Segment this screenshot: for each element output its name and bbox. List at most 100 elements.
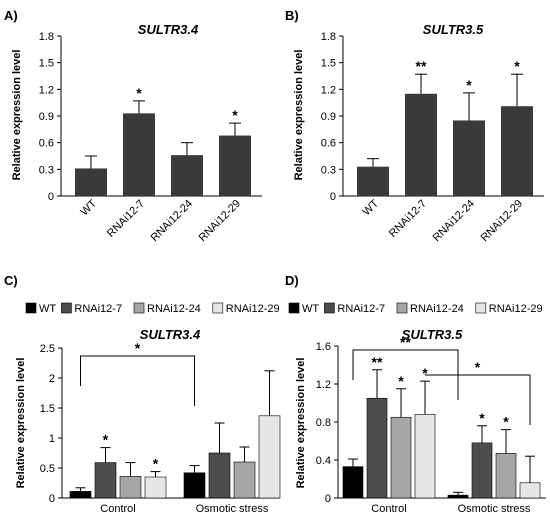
y-tick-label: 0.3 [39, 164, 54, 176]
y-tick-label: 1.2 [316, 379, 331, 391]
legend-swatch [133, 302, 145, 314]
y-tick-label: 1.5 [39, 58, 54, 70]
legend-label: RNAi12-29 [489, 303, 543, 315]
bar [447, 494, 469, 499]
y-tick-label: 2.5 [40, 343, 55, 355]
legend-label: RNAi12-24 [410, 303, 464, 315]
y-tick-label: 0 [49, 493, 55, 505]
comparison-bracket [424, 374, 531, 425]
bar [405, 93, 437, 196]
y-tick-label: 1.2 [39, 84, 54, 96]
legend-label: RNAi12-24 [147, 303, 201, 315]
x-tick-label: RNAi12-24 [431, 198, 478, 245]
legend-swatch [288, 302, 300, 314]
panel-b-label: B) [285, 8, 299, 23]
bar [144, 476, 167, 499]
y-tick-label: 0.9 [321, 111, 336, 123]
x-tick-label: Control [371, 503, 406, 515]
panel-c-label: C) [4, 273, 18, 288]
chart-marks: 00.30.60.91.21.51.8WT*RNAi12-7 RNAi12-24*… [25, 31, 546, 515]
panel-d-title: SULTR3.5 [402, 327, 463, 342]
x-tick-label: RNAi12-24 [149, 198, 196, 245]
y-tick-label: 1.5 [321, 58, 336, 70]
y-tick-label: 1 [49, 433, 55, 445]
legend-swatch [324, 302, 335, 314]
bar [453, 120, 485, 196]
y-tick-label: 0.6 [321, 138, 336, 150]
y-tick-label: 2 [49, 373, 55, 385]
comparison-label: ** [400, 334, 411, 350]
bar [69, 491, 92, 499]
y-tick-label: 1.6 [316, 341, 331, 353]
y-tick-label: 0.4 [316, 455, 331, 467]
x-tick-label: RNAi12-29 [197, 198, 244, 245]
legend-swatch [475, 302, 487, 314]
bar [75, 168, 107, 196]
significance-label: * [136, 85, 142, 101]
significance-label: ** [372, 354, 383, 370]
y-tick-label: 0.8 [316, 417, 331, 429]
significance-label: * [103, 432, 109, 448]
comparison-bracket [80, 355, 195, 406]
bar [171, 155, 203, 196]
x-tick-label: RNAi12-29 [479, 198, 526, 245]
legend-label: RNAi12-7 [74, 303, 122, 315]
significance-label: * [479, 410, 485, 426]
legend-swatch [25, 302, 37, 314]
panel-a-label: A) [4, 8, 18, 23]
bar [501, 106, 533, 196]
x-tick-label: Osmotic stress [196, 503, 269, 515]
significance-label: ** [416, 58, 427, 74]
y-tick-label: 1.8 [321, 31, 336, 43]
bar [414, 414, 436, 499]
bar [495, 453, 517, 499]
significance-label: * [466, 77, 472, 93]
significance-label: * [422, 365, 428, 381]
legend-swatch [61, 302, 72, 314]
bar [471, 442, 493, 499]
y-tick-label: 0.9 [39, 111, 54, 123]
bar [123, 113, 155, 196]
y-tick-label: 0.5 [40, 463, 55, 475]
legend-swatch [396, 302, 408, 314]
bar [366, 397, 388, 499]
y-tick-label: 1.2 [321, 84, 336, 96]
bar [233, 461, 256, 499]
significance-label: * [514, 58, 520, 74]
bar [94, 462, 117, 499]
bar [258, 415, 281, 499]
panel-a-ylabel: Relative expression level [11, 50, 23, 181]
bar [342, 466, 364, 499]
legend-label: RNAi12-29 [226, 303, 280, 315]
legend-label: WT [302, 303, 319, 315]
bar [357, 166, 389, 196]
panel-d-label: D) [285, 273, 299, 288]
y-tick-label: 0 [325, 493, 331, 505]
bar [183, 472, 206, 499]
significance-label: * [232, 107, 238, 123]
panel-b-title: SULTR3.5 [423, 22, 484, 37]
bar [119, 476, 142, 499]
panel-c-title: SULTR3.4 [140, 327, 201, 342]
x-tick-label: WT [79, 197, 100, 218]
bar [219, 135, 251, 196]
bar [519, 482, 541, 499]
x-tick-label: Osmotic stress [458, 503, 531, 515]
comparison-label: * [135, 340, 141, 356]
x-tick-label: RNAi12-7 [105, 198, 147, 240]
x-tick-label: Control [100, 503, 135, 515]
bar [208, 452, 231, 499]
y-tick-label: 1.8 [39, 31, 54, 43]
legend-label: RNAi12-7 [337, 303, 385, 315]
panel-c-ylabel: Relative expression level [15, 358, 27, 489]
panel-b-ylabel: Relative expression level [293, 50, 305, 181]
legend-swatch [212, 302, 224, 314]
y-tick-label: 0.6 [39, 138, 54, 150]
y-tick-label: 0.3 [321, 164, 336, 176]
panel-a-title: SULTR3.4 [138, 22, 199, 37]
bar [390, 416, 412, 499]
significance-label: * [503, 414, 509, 430]
significance-label: * [153, 456, 159, 472]
y-tick-label: 0 [48, 191, 54, 203]
comparison-label: * [475, 359, 481, 375]
